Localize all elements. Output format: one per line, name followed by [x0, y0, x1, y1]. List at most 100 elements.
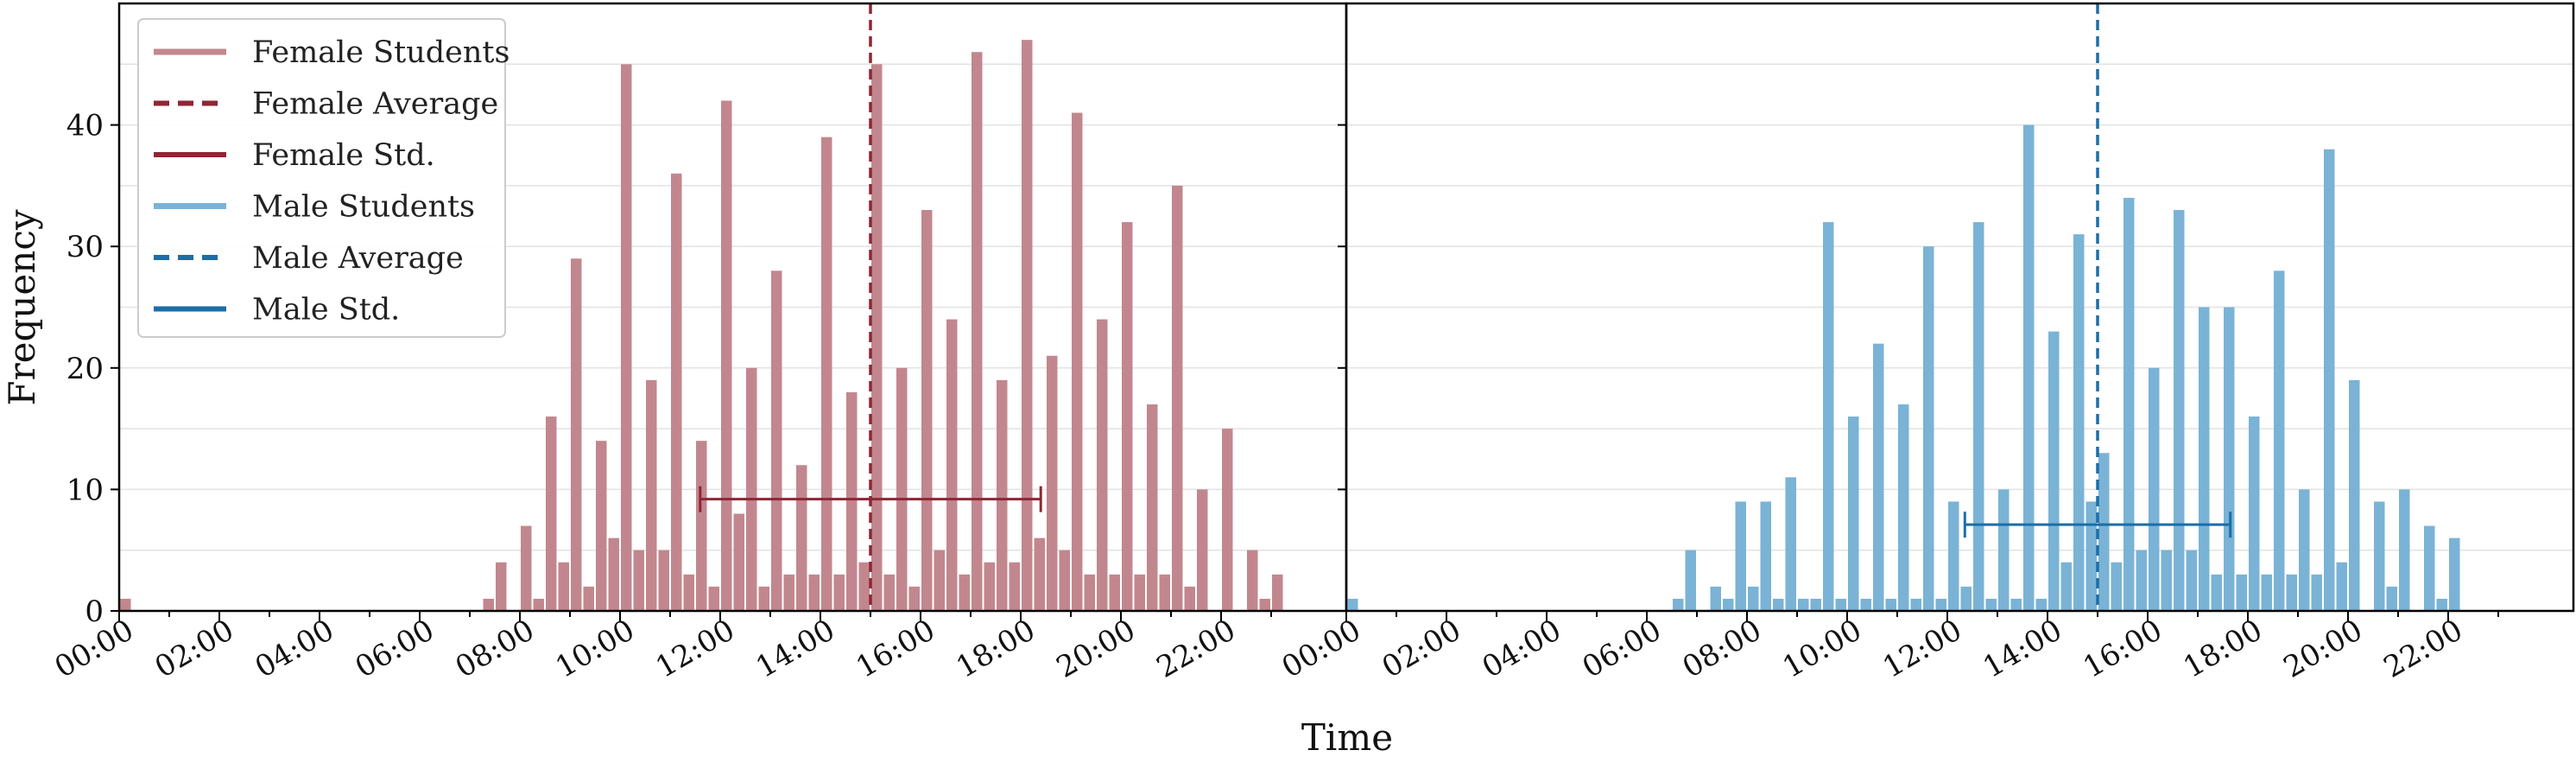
male-bar [1710, 586, 1721, 611]
male-bar [2336, 562, 2347, 611]
male-bar [2048, 331, 2060, 611]
female-bar [808, 574, 820, 611]
male-bar [1748, 586, 1759, 611]
female-x-tick-label: 02:00 [149, 613, 240, 685]
male-bar [1998, 489, 2010, 611]
male-bar [1685, 550, 1696, 611]
x-axis-label: Time [1301, 716, 1393, 759]
female-bar [946, 319, 958, 611]
male-bar [2149, 367, 2160, 611]
female-bar [1159, 574, 1170, 611]
female-bar [908, 586, 920, 611]
male-bar [1898, 404, 1909, 611]
male-x-tick-label: 10:00 [1777, 613, 1868, 685]
male-bar [2299, 489, 2310, 611]
female-bar [984, 562, 995, 611]
male-bar [2249, 416, 2260, 611]
male-bar [1985, 598, 1997, 611]
female-bar [496, 562, 507, 611]
male-bar [2399, 489, 2410, 611]
female-bar [533, 598, 544, 611]
male-bar [1923, 246, 1934, 611]
female-bar [821, 137, 832, 611]
male-x-tick-label: 00:00 [1276, 613, 1367, 685]
female-x-tick-label: 20:00 [1051, 613, 1142, 685]
male-bar [2023, 124, 2035, 612]
female-x-tick-label: 14:00 [750, 613, 841, 685]
male-bar [1848, 416, 1859, 611]
y-tick-label: 20 [66, 352, 104, 386]
male-bar [1760, 501, 1771, 611]
female-bar [921, 210, 933, 611]
male-bar [1948, 501, 1959, 611]
male-bar [2224, 307, 2235, 611]
female-bar [671, 173, 682, 611]
male-bar [2286, 574, 2297, 611]
female-bar [833, 574, 845, 611]
female-bar [1172, 185, 1183, 611]
female-bar [708, 586, 719, 611]
male-panel: 00:00 02:00 04:00 06:00 08:00 10:00 12:00 14:00… [1276, 2, 2575, 685]
male-x-tick-label: 06:00 [1577, 613, 1668, 685]
legend: Female Students Female Average Female Std.… [137, 18, 510, 338]
female-bar [1097, 319, 1108, 611]
female-bar [1247, 550, 1258, 611]
legend-box [137, 18, 506, 338]
female-bar [696, 441, 707, 611]
female-x-tick-label: 22:00 [1151, 613, 1242, 685]
male-bar [1347, 598, 1358, 611]
female-bar [596, 441, 607, 611]
male-bar [2374, 501, 2385, 611]
male-bar [1823, 222, 1834, 611]
female-bar [721, 100, 732, 612]
female-bar [746, 367, 757, 611]
male-bar [1910, 598, 1921, 611]
male-bar [2449, 537, 2460, 611]
female-bar [1272, 574, 1283, 611]
male-bar [1798, 598, 1809, 611]
male-bar [1873, 343, 1884, 611]
female-bar [771, 270, 782, 611]
male-bar [2098, 453, 2110, 611]
male-bar [2174, 210, 2185, 611]
y-tick-label: 10 [66, 473, 104, 507]
male-bar [1810, 598, 1821, 611]
male-bar [2424, 525, 2435, 611]
male-x-tick-label: 18:00 [2178, 613, 2269, 685]
male-bar [2274, 270, 2285, 611]
female-x-tick-label: 08:00 [450, 613, 541, 685]
male-bar [1835, 598, 1846, 611]
male-bar [2324, 149, 2335, 612]
male-axes-frame [1345, 2, 2575, 613]
male-bar [2060, 562, 2072, 611]
female-bar [1197, 489, 1208, 611]
male-bar [2035, 598, 2047, 611]
female-bar [1034, 537, 1045, 611]
female-bar [571, 258, 582, 611]
female-bar [1022, 40, 1033, 612]
female-x-tick-label: 10:00 [550, 613, 641, 685]
female-bar [1134, 574, 1145, 611]
female-bar [1084, 574, 1095, 611]
female-bar [846, 391, 858, 611]
male-bar [2136, 550, 2147, 611]
legend-label: Female Students [252, 35, 510, 70]
male-bar [2161, 550, 2172, 611]
female-bar [1072, 112, 1083, 612]
y-tick-label: 0 [85, 595, 104, 629]
female-bar [758, 586, 769, 611]
female-bar [608, 537, 619, 611]
male-bar [1860, 598, 1871, 611]
legend-label: Male Students [252, 190, 475, 225]
female-bar [546, 416, 557, 611]
male-bar [2386, 586, 2397, 611]
female-bar [1009, 562, 1020, 611]
female-bar [997, 379, 1008, 611]
legend-label: Male Std. [252, 293, 400, 327]
female-bar [883, 574, 895, 611]
male-bar [2111, 562, 2122, 611]
male-bar [2349, 379, 2360, 611]
female-bar [521, 525, 532, 611]
legend-label: Male Average [252, 241, 464, 276]
